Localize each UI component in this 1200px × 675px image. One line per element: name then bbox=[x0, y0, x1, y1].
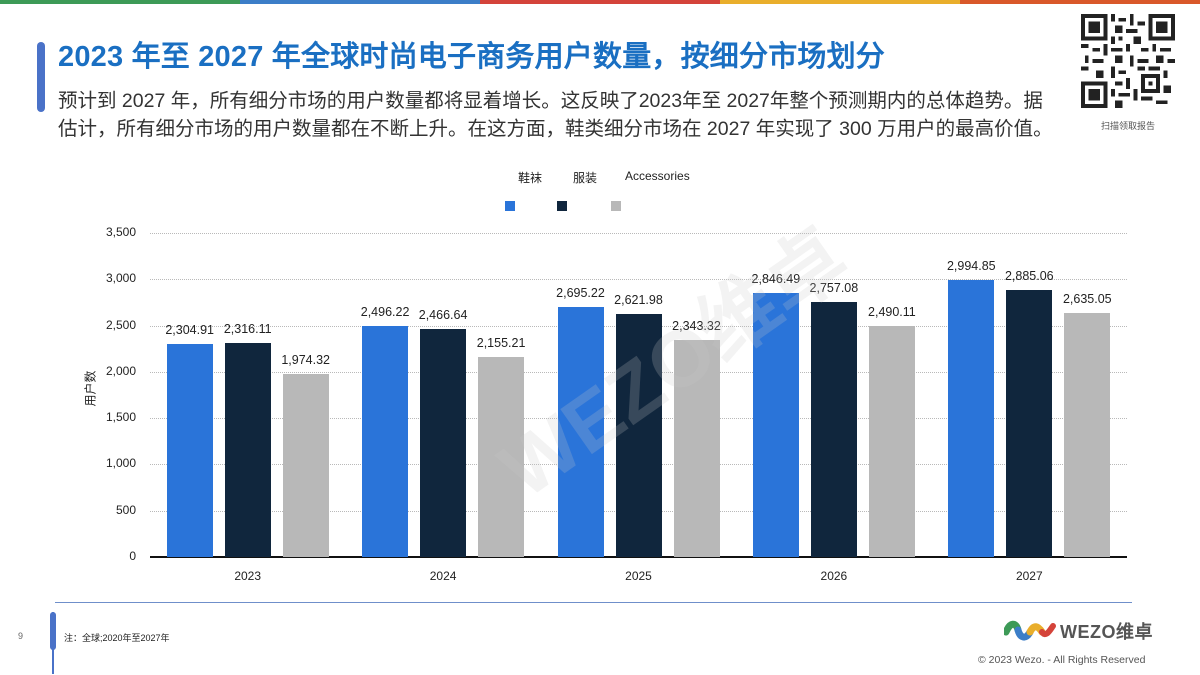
qr-code-icon[interactable] bbox=[1081, 14, 1175, 108]
stripe-green bbox=[0, 0, 240, 4]
bar-value-label: 2,496.22 bbox=[360, 304, 410, 319]
bar-accessories-2023 bbox=[282, 374, 329, 557]
bar-value-label: 2,695.22 bbox=[556, 286, 605, 301]
bar-apparel-2024 bbox=[420, 328, 467, 557]
y-tick-label: 3,500 bbox=[105, 225, 136, 239]
bar-apparel-2026 bbox=[810, 301, 857, 557]
bar-value-label: 2,885.06 bbox=[1004, 268, 1054, 283]
bar-accessories-2024 bbox=[478, 357, 525, 557]
page-title: 2023 年至 2027 年全球时尚电子商务用户数量，按细分市场划分 bbox=[58, 41, 885, 73]
legend-label-footwear: 鞋袜 bbox=[518, 171, 543, 185]
bar-footwear-2024 bbox=[362, 325, 409, 557]
bar-value-label: 2,155.21 bbox=[476, 336, 526, 351]
y-tick-label: 0 bbox=[129, 549, 136, 563]
x-tick-label: 2027 bbox=[1015, 569, 1043, 583]
brand-logo: WEZO维卓 bbox=[1004, 618, 1153, 644]
y-tick-label: 3,000 bbox=[105, 271, 136, 286]
legend-label-apparel: 服装 bbox=[573, 171, 598, 185]
bar-value-label: 2,343.32 bbox=[672, 319, 721, 334]
x-axis-baseline bbox=[150, 556, 1127, 558]
y-tick-label: 1,500 bbox=[105, 410, 136, 425]
bar-accessories-2026 bbox=[868, 326, 915, 557]
x-tick-label: 2025 bbox=[625, 569, 652, 583]
y-tick-label: 2,500 bbox=[105, 317, 136, 332]
bar-value-label: 2,466.64 bbox=[418, 307, 468, 322]
copyright: © 2023 Wezo. - All Rights Reserved bbox=[978, 654, 1146, 666]
bar-footwear-2026 bbox=[752, 293, 799, 557]
y-tick-label: 1,000 bbox=[105, 456, 136, 471]
bar-value-label: 2,846.49 bbox=[751, 272, 801, 287]
title-accent-bar bbox=[37, 42, 45, 112]
footer-divider bbox=[55, 602, 1132, 603]
bar-footwear-2027 bbox=[948, 279, 995, 557]
bar-apparel-2025 bbox=[615, 314, 662, 557]
bar-value-label: 2,994.85 bbox=[946, 258, 996, 273]
y-tick-label: 500 bbox=[115, 502, 136, 517]
legend-swatch-footwear bbox=[505, 201, 515, 211]
bar-value-label: 2,757.08 bbox=[809, 280, 859, 295]
legend-swatch-accessories bbox=[611, 201, 621, 211]
y-tick-label: 2,000 bbox=[105, 363, 136, 378]
bar-footwear-2025 bbox=[557, 307, 604, 557]
x-tick-label: 2024 bbox=[429, 569, 457, 583]
brand-name: WEZO维卓 bbox=[1060, 622, 1153, 642]
stripe-orange bbox=[960, 0, 1200, 4]
legend-swatch-apparel bbox=[557, 201, 567, 211]
wezo-logo-icon bbox=[1004, 620, 1056, 641]
x-tick-label: 2026 bbox=[820, 569, 848, 583]
bar-value-label: 2,635.05 bbox=[1062, 292, 1112, 307]
gridline bbox=[150, 233, 1127, 234]
chart-legend: 鞋袜 服装 Accessories bbox=[0, 169, 1200, 219]
bar-value-label: 2,316.11 bbox=[223, 321, 272, 336]
source-note: 注：全球;2020年至2027年 bbox=[64, 633, 170, 643]
gridline bbox=[150, 279, 1127, 281]
footer-accent-bar bbox=[50, 612, 56, 650]
bar-value-label: 2,621.98 bbox=[614, 293, 663, 308]
stripe-red bbox=[480, 0, 720, 4]
bar-apparel-2023 bbox=[224, 342, 271, 557]
stripe-blue bbox=[240, 0, 480, 4]
bar-value-label: 2,490.11 bbox=[868, 305, 916, 320]
bar-footwear-2023 bbox=[166, 343, 213, 557]
bar-accessories-2025 bbox=[673, 340, 720, 557]
page-number: 9 bbox=[18, 631, 24, 641]
x-tick-label: 2023 bbox=[234, 569, 262, 583]
qr-caption: 扫描领取报告 bbox=[1100, 121, 1155, 131]
bar-accessories-2027 bbox=[1064, 313, 1111, 557]
top-color-stripe bbox=[0, 0, 1200, 4]
bar-apparel-2027 bbox=[1006, 289, 1053, 557]
legend-label-accessories: Accessories bbox=[625, 169, 690, 183]
page-description: 预计到 2027 年，所有细分市场的用户数量都将显着增长。这反映了2023年至 … bbox=[58, 90, 1053, 140]
bar-value-label: 2,304.91 bbox=[165, 322, 215, 337]
stripe-yellow bbox=[720, 0, 960, 4]
bar-value-label: 1,974.32 bbox=[281, 353, 331, 368]
